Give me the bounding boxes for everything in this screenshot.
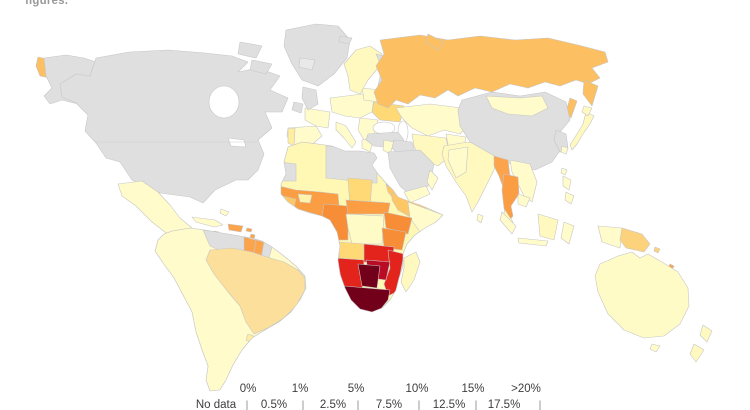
region-sumatra[interactable] bbox=[499, 211, 517, 235]
region-borneo[interactable] bbox=[537, 213, 559, 241]
region-scandinavia[interactable] bbox=[343, 45, 383, 95]
legend-tick: | bbox=[417, 399, 421, 410]
legend-tick: | bbox=[474, 399, 478, 410]
region-yemen[interactable] bbox=[403, 185, 431, 204]
region-oman[interactable] bbox=[426, 169, 439, 191]
region-philippines[interactable] bbox=[562, 175, 572, 191]
great-lakes bbox=[227, 137, 247, 148]
region-madagascar[interactable] bbox=[400, 251, 421, 293]
region-novaya-zemlya[interactable] bbox=[425, 33, 445, 51]
legend-tick: | bbox=[356, 399, 360, 410]
region-canada-usa[interactable] bbox=[59, 49, 289, 204]
region-portugal[interactable] bbox=[287, 127, 296, 147]
region-australia[interactable] bbox=[594, 251, 690, 339]
legend-tick: | bbox=[538, 399, 542, 410]
region-arctic-islands[interactable] bbox=[249, 59, 273, 75]
legend-tick: | bbox=[301, 399, 305, 410]
region-cambodia[interactable] bbox=[517, 193, 531, 208]
region-france[interactable] bbox=[304, 107, 331, 129]
region-western-sahara[interactable] bbox=[279, 161, 297, 182]
region-taiwan[interactable] bbox=[560, 167, 568, 176]
region-italy[interactable] bbox=[335, 121, 357, 149]
region-south-korea[interactable] bbox=[560, 145, 569, 155]
region-mongolia[interactable] bbox=[485, 95, 549, 117]
region-new-zealand-south[interactable] bbox=[689, 343, 705, 363]
legend-label-17-5pct: 17.5% bbox=[487, 399, 521, 410]
region-papua-new-guinea[interactable] bbox=[619, 227, 651, 253]
legend-tick: | bbox=[245, 399, 249, 410]
region-japan[interactable] bbox=[569, 111, 595, 151]
region-russia[interactable] bbox=[373, 34, 609, 109]
legend-label-0-5pct: 0.5% bbox=[260, 399, 288, 410]
hudson-bay bbox=[208, 85, 240, 119]
region-solomon[interactable] bbox=[653, 246, 661, 254]
region-java[interactable] bbox=[517, 237, 549, 247]
region-greenland[interactable] bbox=[283, 23, 351, 87]
region-kamchatka[interactable] bbox=[582, 79, 599, 107]
legend-label-12-5pct: 12.5% bbox=[432, 399, 466, 410]
region-svalbard[interactable] bbox=[338, 35, 353, 45]
africa-outline bbox=[280, 141, 444, 313]
region-kazakhstan[interactable] bbox=[395, 103, 473, 137]
region-botswana[interactable] bbox=[357, 263, 381, 289]
region-burkina[interactable] bbox=[297, 193, 313, 204]
clipped-caption-text: figures. bbox=[25, 0, 69, 7]
region-west-papua[interactable] bbox=[597, 225, 623, 249]
region-bahamas[interactable] bbox=[219, 208, 230, 217]
south-america-outline bbox=[154, 227, 307, 392]
region-ukraine[interactable] bbox=[371, 101, 405, 123]
region-brazil[interactable] bbox=[205, 247, 306, 335]
region-cameroon-congo[interactable] bbox=[321, 203, 349, 241]
region-drc[interactable] bbox=[345, 213, 385, 245]
region-puerto-rico[interactable] bbox=[245, 227, 253, 233]
region-new-zealand-north[interactable] bbox=[699, 324, 713, 343]
region-uganda-kenya[interactable] bbox=[383, 211, 413, 235]
region-arctic-islands[interactable] bbox=[237, 41, 263, 59]
region-tasmania[interactable] bbox=[649, 343, 661, 353]
world-choropleth-map[interactable] bbox=[0, 0, 750, 400]
legend-label-2-5pct: 2.5% bbox=[319, 399, 347, 410]
region-philippines-south[interactable] bbox=[564, 191, 575, 205]
region-tanzania[interactable] bbox=[381, 227, 407, 251]
region-japan-hokkaido[interactable] bbox=[581, 105, 593, 117]
legend-label-7-5pct: 7.5% bbox=[375, 399, 403, 410]
region-cuba[interactable] bbox=[191, 216, 224, 228]
region-thailand[interactable] bbox=[501, 173, 520, 223]
region-ireland[interactable] bbox=[291, 101, 304, 114]
region-hispaniola[interactable] bbox=[227, 223, 244, 233]
region-china[interactable] bbox=[457, 91, 571, 171]
region-uk[interactable] bbox=[301, 86, 319, 111]
region-sri-lanka[interactable] bbox=[476, 213, 484, 224]
region-sulawesi[interactable] bbox=[560, 221, 575, 245]
region-pakistan[interactable] bbox=[447, 146, 469, 179]
region-iceland[interactable] bbox=[298, 57, 316, 71]
legend-label-no-data: No data bbox=[195, 399, 237, 410]
